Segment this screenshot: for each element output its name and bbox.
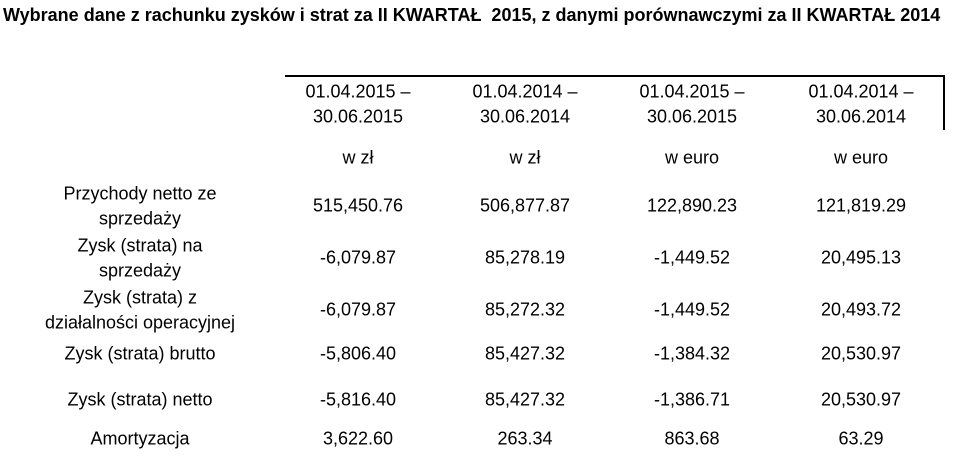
cell-value: -1,449.52: [653, 299, 731, 320]
column-header: 30.06.2015: [646, 106, 738, 127]
cell-value: -5,806.40: [319, 343, 397, 364]
cell-value: -5,816.40: [319, 389, 397, 410]
cell-value: 122,890.23: [646, 195, 738, 216]
column-header: 30.06.2014: [479, 106, 571, 127]
row-label: Przychody netto ze: [63, 183, 217, 203]
cell-value: -1,386.71: [653, 389, 731, 410]
table-right-border: [943, 75, 945, 130]
cell-value: -1,449.52: [653, 247, 731, 268]
row-label: Zysk (strata) netto: [67, 389, 213, 410]
cell-value: -1,384.32: [653, 343, 731, 364]
unit-label: w zł: [342, 147, 374, 168]
cell-value: 263.34: [497, 428, 553, 449]
column-header: 01.04.2015 –: [305, 81, 411, 102]
cell-value: 121,819.29: [815, 195, 907, 216]
row-label: Amortyzacja: [90, 428, 190, 449]
unit-label: w zł: [509, 147, 541, 168]
cell-value: 20,530.97: [820, 389, 902, 410]
column-header: 01.04.2015 –: [639, 81, 745, 102]
unit-label: w euro: [833, 147, 889, 168]
cell-value: -6,079.87: [319, 299, 397, 320]
cell-value: 63.29: [838, 428, 884, 449]
table-top-border: [285, 75, 945, 77]
column-header: 30.06.2015: [312, 106, 404, 127]
cell-value: 515,450.76: [312, 195, 404, 216]
title: Wybrane dane z rachunku zysków i strat z…: [3, 5, 941, 25]
unit-label: w euro: [664, 147, 720, 168]
cell-value: 20,530.97: [820, 343, 902, 364]
cell-value: 85,427.32: [484, 389, 566, 410]
column-header: 30.06.2014: [815, 106, 907, 127]
cell-value: 85,278.19: [484, 247, 566, 268]
column-header: 01.04.2014 –: [472, 81, 578, 102]
row-label: sprzedaży: [98, 208, 182, 228]
row-label: Zysk (strata) brutto: [64, 343, 216, 364]
cell-value: 506,877.87: [479, 195, 571, 216]
cell-value: 20,493.72: [820, 299, 902, 320]
row-label: Zysk (strata) z: [82, 287, 198, 307]
cell-value: 863.68: [664, 428, 720, 449]
column-header: 01.04.2014 –: [808, 81, 914, 102]
cell-value: -6,079.87: [319, 247, 397, 268]
row-label: działalności operacyjnej: [44, 312, 236, 332]
cell-value: 85,427.32: [484, 343, 566, 364]
row-label: Zysk (strata) na: [77, 235, 203, 255]
cell-value: 3,622.60: [322, 428, 394, 449]
cell-value: 20,495.13: [820, 247, 902, 268]
cell-value: 85,272.32: [484, 299, 566, 320]
row-label: sprzedaży: [98, 260, 182, 280]
